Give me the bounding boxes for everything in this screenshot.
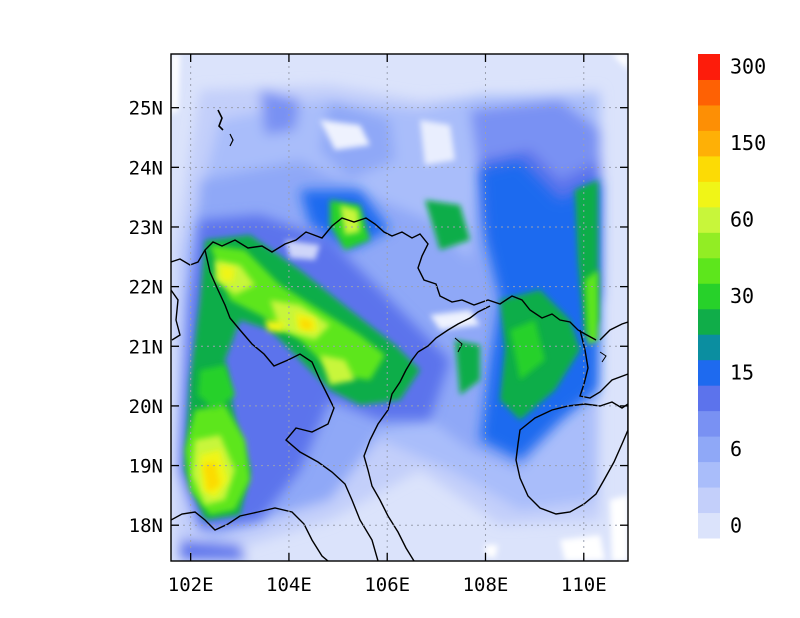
colorbar-swatch xyxy=(698,334,720,361)
y-tick-label: 19N xyxy=(129,456,163,478)
colorbar-swatch xyxy=(698,436,720,463)
colorbar-swatch xyxy=(698,283,720,310)
y-tick-label: 24N xyxy=(129,157,163,179)
colorbar-label: 0 xyxy=(730,513,742,537)
colorbar-swatch xyxy=(698,461,720,488)
colorbar-legend: 0 6 15 30 60 150 300 xyxy=(698,54,766,539)
colorbar-swatch xyxy=(698,130,720,157)
colorbar-swatch xyxy=(698,385,720,412)
x-tick-label: 102E xyxy=(168,574,214,596)
colorbar-swatch xyxy=(698,308,720,335)
colorbar-swatch xyxy=(698,181,720,208)
y-tick-label: 22N xyxy=(129,277,163,299)
colorbar-swatch xyxy=(698,79,720,106)
colorbar-label: 150 xyxy=(730,131,766,155)
map-panel xyxy=(171,54,628,561)
x-tick-label: 106E xyxy=(364,574,410,596)
colorbar-swatch xyxy=(698,257,720,284)
y-tick-label: 23N xyxy=(129,217,163,239)
x-tick-label: 104E xyxy=(266,574,312,596)
longitude-axis: 102E 104E 106E 108E 110E xyxy=(168,54,607,596)
colorbar-swatch xyxy=(698,512,720,539)
y-tick-label: 18N xyxy=(129,515,163,537)
y-tick-label: 20N xyxy=(129,396,163,418)
colorbar-swatch xyxy=(698,487,720,514)
colorbar-label: 30 xyxy=(730,284,754,308)
map-frame xyxy=(170,53,629,562)
x-tick-label: 108E xyxy=(463,574,509,596)
colorbar-label: 300 xyxy=(730,55,766,79)
rainfall-shading xyxy=(171,54,628,561)
country-borders-and-coastline xyxy=(171,109,628,561)
y-tick-label: 21N xyxy=(129,336,163,358)
colorbar-swatch xyxy=(698,155,720,182)
colorbar-swatch xyxy=(698,410,720,437)
colorbar-swatch xyxy=(698,104,720,131)
latitude-axis: 18N 19N 20N 21N 22N 23N 24N 25N xyxy=(129,98,628,537)
colorbar-label: 60 xyxy=(730,208,754,232)
colorbar-swatch xyxy=(698,232,720,259)
map-gridlines xyxy=(171,54,628,561)
colorbar-swatch xyxy=(698,359,720,386)
colorbar-label: 15 xyxy=(730,360,754,384)
colorbar-swatch xyxy=(698,54,720,80)
x-tick-label: 110E xyxy=(561,574,607,596)
colorbar-swatch xyxy=(698,206,720,233)
colorbar-label: 6 xyxy=(730,437,742,461)
y-tick-label: 25N xyxy=(129,98,163,120)
